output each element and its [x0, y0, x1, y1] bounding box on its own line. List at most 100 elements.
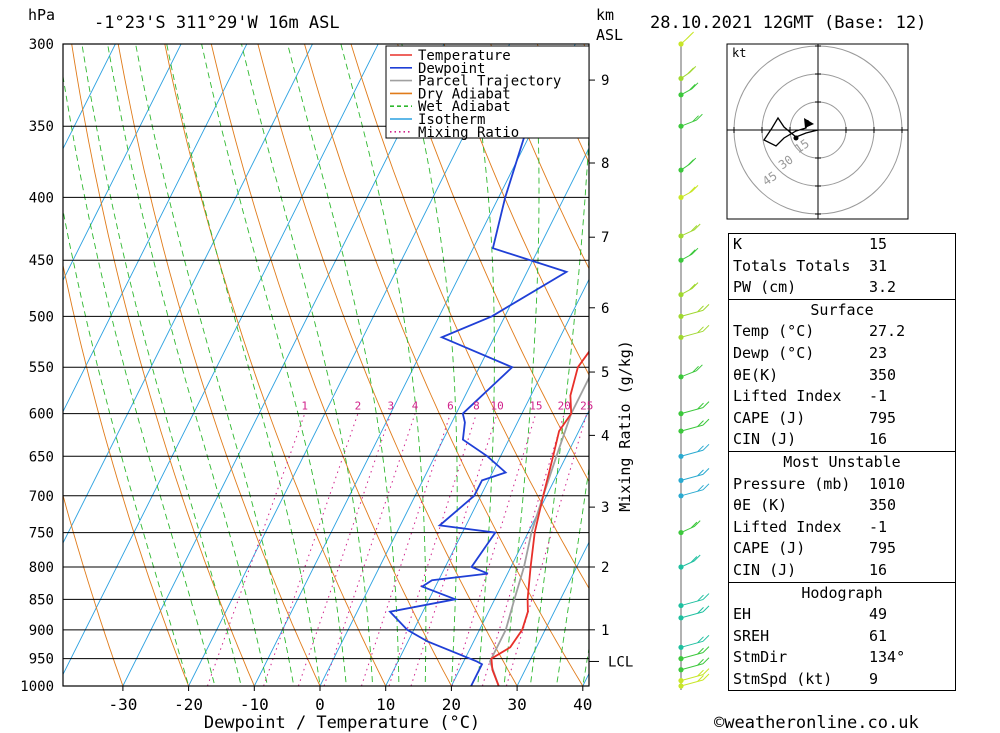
- wet-adiabat-line: [135, 44, 295, 686]
- wind-barb: [680, 657, 710, 671]
- km-unit: km: [596, 6, 614, 24]
- dry-adiabat-line: [979, 7, 1000, 712]
- isotherm-line: [0, 7, 2, 712]
- stat-row: StmSpd (kt) 9: [733, 669, 879, 688]
- dry-adiabat-line: [350, 44, 589, 590]
- surface-group: Surface Temp (°C) 27.2 Dewp (°C) 23 θE(K) 3…: [729, 298, 955, 451]
- height-tick-label: 7: [601, 230, 609, 246]
- mixing-ratio-line: [297, 413, 392, 686]
- height-tick-label: 5: [601, 365, 609, 381]
- hodograph-point: [793, 135, 799, 141]
- temperature-tick-label: 40: [573, 695, 592, 714]
- wet-adiabat-line: [401, 44, 458, 686]
- pressure-tick-label: 400: [29, 190, 54, 206]
- mixing-ratio-line: [451, 413, 537, 686]
- dry-adiabat-line: [443, 44, 589, 376]
- stats-panel: K 15 Totals Totals 31 PW (cm) 3.2 Surface T…: [728, 233, 956, 692]
- wind-barb: [680, 443, 710, 457]
- stat-row: StmDir 134°: [733, 648, 906, 667]
- wet-adiabat-line: [81, 44, 242, 686]
- temperature-tick-label: 20: [442, 695, 461, 714]
- pressure-tick-label: 650: [29, 449, 54, 465]
- wind-barb-profile: [678, 31, 710, 690]
- dry-adiabat-line: [164, 44, 387, 686]
- lcl-label: LCL: [608, 654, 633, 670]
- surface-heading: Surface: [810, 300, 874, 319]
- wind-barb: [680, 467, 710, 481]
- datetime-title: 28.10.2021 12GMT (Base: 12): [650, 13, 926, 33]
- height-tick-label: 2: [601, 560, 609, 576]
- temperature-tick-label: -10: [240, 695, 269, 714]
- mixing-ratio-label: 4: [412, 400, 419, 413]
- isotherm-line: [63, 44, 182, 282]
- mixing-ratio-line: [206, 413, 306, 686]
- hodograph-ring-label: 15: [792, 136, 812, 156]
- wind-barb: [680, 324, 710, 338]
- stat-row: SREH 61: [733, 626, 888, 645]
- temperature-line: [490, 350, 589, 686]
- wind-barb-dot: [678, 644, 684, 650]
- pressure-tick-label: 350: [29, 119, 54, 135]
- stat-row: Totals Totals 31: [733, 256, 888, 275]
- legend-entry: Dry Adiabat: [418, 86, 511, 102]
- wind-barb-dot: [678, 667, 684, 673]
- temperature-tick-label: 30: [507, 695, 526, 714]
- legend-entry: Isotherm: [418, 112, 485, 128]
- hodograph-group: Hodograph EH 49 SREH 61 StmDir 134° StmSpd …: [729, 581, 955, 691]
- stat-row: Dewp (°C) 23: [733, 343, 888, 362]
- wind-barb: [680, 304, 710, 317]
- pressure-unit: hPa: [28, 6, 55, 24]
- hodograph-unit: kt: [732, 46, 746, 60]
- pressure-tick-label: 800: [29, 560, 54, 576]
- wind-barb: [680, 646, 710, 660]
- isotherm-line: [63, 44, 314, 545]
- dewpoint-line: [388, 47, 589, 686]
- wind-barb: [680, 483, 710, 497]
- temperature-axis: -30 -20 -10 0 10 20 30 40: [108, 686, 592, 714]
- legend-entry: Mixing Ratio: [418, 125, 519, 141]
- asl-unit: ASL: [596, 26, 623, 44]
- stat-row: CAPE (J) 795: [733, 539, 897, 558]
- temperature-tick-label: -20: [174, 695, 203, 714]
- wet-adiabat-line: [582, 645, 589, 686]
- wind-barb: [680, 364, 703, 378]
- dry-adiabat-line: [304, 44, 584, 686]
- wind-barb: [680, 418, 710, 432]
- dry-adiabat-line: [397, 44, 589, 483]
- stat-row: Lifted Index -1: [733, 387, 888, 406]
- isotherm-line: [63, 44, 379, 676]
- indices-group: K 15 Totals Totals 31 PW (cm) 3.2: [729, 234, 955, 299]
- stat-row: CIN (J) 16: [733, 560, 888, 579]
- wet-adiabat-line: [503, 44, 540, 686]
- mixing-ratio-axis-label: Mixing Ratio (g/kg): [616, 340, 634, 512]
- height-axis: 9 8 7 6 5 4 3 2 1 LCL: [589, 73, 633, 670]
- mixing-ratio-label: 2: [355, 400, 362, 413]
- isotherm-line: [63, 44, 116, 150]
- wind-barb: [680, 554, 701, 568]
- temperature-tick-label: 0: [315, 695, 325, 714]
- isotherm-line: [63, 44, 248, 413]
- x-axis-label: Dewpoint / Temperature (°C): [204, 713, 480, 733]
- height-tick-label: 4: [601, 428, 609, 444]
- wind-barb-dot: [678, 529, 684, 536]
- wet-adiabat-line: [556, 465, 589, 686]
- wet-adiabat-line: [107, 44, 268, 686]
- pressure-tick-label: 850: [29, 592, 54, 608]
- mixing-ratio-label: 15: [529, 400, 542, 413]
- pressure-axis: 300 350 400 450 500 550 600 650 700 750 800 850 900 9…: [20, 37, 54, 695]
- hodograph-ring-label: 30: [776, 152, 796, 172]
- dry-adiabat-line: [71, 44, 255, 686]
- most-unstable-group: Most Unstable Pressure (mb) 1010 θE (K) 35…: [729, 450, 955, 582]
- mixing-ratio-labels: 1 2 3 4 6 8 10 15 20 25: [301, 400, 593, 413]
- wet-adiabat-line: [201, 44, 347, 686]
- mixing-ratio-label: 6: [447, 400, 454, 413]
- pressure-tick-label: 1000: [20, 679, 54, 695]
- mixing-ratio-label: 25: [580, 400, 593, 413]
- wet-adiabat-line: [63, 73, 216, 686]
- wet-adiabat-line: [241, 44, 374, 686]
- storm-motion-arrow: [804, 118, 814, 128]
- hodograph-heading: Hodograph: [801, 583, 883, 602]
- pressure-tick-label: 450: [29, 253, 54, 269]
